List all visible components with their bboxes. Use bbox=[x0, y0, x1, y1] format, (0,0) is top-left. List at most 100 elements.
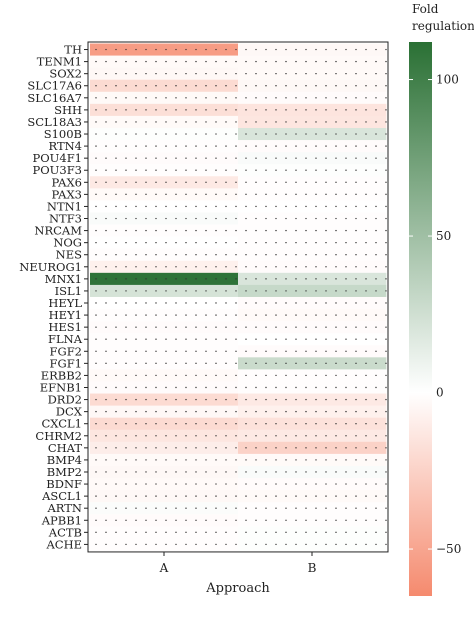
grid-dot bbox=[345, 483, 347, 485]
grid-dot bbox=[225, 410, 227, 413]
grid-dot bbox=[105, 410, 107, 413]
grid-dot bbox=[115, 205, 117, 208]
grid-dot bbox=[125, 60, 127, 63]
grid-dot bbox=[165, 278, 167, 280]
grid-dot bbox=[315, 459, 317, 461]
grid-dot bbox=[375, 217, 377, 220]
grid-dot bbox=[275, 519, 277, 521]
grid-dot bbox=[305, 290, 307, 292]
grid-dot bbox=[345, 410, 347, 413]
grid-dot bbox=[385, 121, 387, 123]
grid-dot bbox=[265, 48, 267, 51]
grid-dot bbox=[375, 97, 377, 99]
grid-dot bbox=[205, 205, 207, 208]
grid-dot bbox=[135, 241, 137, 244]
grid-dot bbox=[185, 290, 187, 292]
heatmap-cell bbox=[90, 514, 239, 527]
grid-dot bbox=[125, 471, 127, 473]
grid-dot bbox=[325, 85, 327, 87]
grid-dot bbox=[145, 483, 147, 485]
grid-dot bbox=[145, 410, 147, 413]
grid-dot bbox=[155, 290, 157, 292]
grid-dot bbox=[245, 483, 247, 485]
heatmap-cell bbox=[90, 140, 239, 153]
grid-dot bbox=[175, 483, 177, 485]
grid-dot bbox=[385, 72, 387, 75]
grid-dot bbox=[205, 447, 207, 449]
grid-dot bbox=[125, 266, 127, 268]
grid-dot bbox=[205, 145, 207, 147]
grid-dot bbox=[255, 350, 257, 352]
heatmap-cell bbox=[90, 43, 239, 56]
grid-dot bbox=[205, 362, 207, 365]
grid-dot bbox=[245, 217, 247, 220]
grid-dot bbox=[255, 314, 257, 316]
grid-dot bbox=[335, 278, 337, 280]
grid-dot bbox=[235, 48, 237, 51]
grid-dot bbox=[135, 169, 137, 171]
grid-dot bbox=[365, 374, 367, 377]
grid-dot bbox=[225, 398, 227, 401]
grid-dot bbox=[185, 495, 187, 497]
grid-dot bbox=[235, 338, 237, 340]
grid-dot bbox=[185, 326, 187, 328]
grid-dot bbox=[325, 519, 327, 521]
grid-dot bbox=[315, 72, 317, 75]
grid-dot bbox=[105, 495, 107, 497]
grid-dot bbox=[285, 290, 287, 292]
grid-dot bbox=[325, 290, 327, 292]
grid-dot bbox=[385, 157, 387, 159]
grid-dot bbox=[255, 338, 257, 340]
grid-dot bbox=[285, 97, 287, 99]
grid-dot bbox=[125, 205, 127, 208]
grid-dot bbox=[355, 410, 357, 413]
grid-dot bbox=[195, 169, 197, 171]
grid-dot bbox=[275, 543, 277, 546]
grid-dot bbox=[115, 72, 117, 75]
grid-dot bbox=[125, 254, 127, 256]
grid-dot bbox=[105, 217, 107, 220]
heatmap-cell bbox=[238, 345, 387, 358]
grid-dot bbox=[275, 495, 277, 497]
grid-dot bbox=[115, 229, 117, 232]
grid-dot bbox=[175, 145, 177, 147]
grid-dot bbox=[255, 290, 257, 292]
heatmap-cell bbox=[238, 224, 387, 238]
grid-dot bbox=[125, 302, 127, 304]
grid-dot bbox=[305, 133, 307, 135]
grid-dot bbox=[115, 157, 117, 159]
grid-dot bbox=[145, 205, 147, 208]
grid-dot bbox=[285, 435, 287, 437]
grid-dot bbox=[205, 254, 207, 256]
grid-dot bbox=[105, 241, 107, 244]
grid-dot bbox=[275, 350, 277, 352]
grid-dot bbox=[95, 495, 97, 497]
y-tick-label: RTN4 bbox=[48, 139, 82, 153]
grid-dot bbox=[165, 326, 167, 328]
grid-dot bbox=[105, 362, 107, 365]
grid-dot bbox=[385, 326, 387, 328]
grid-dot bbox=[315, 181, 317, 184]
grid-dot bbox=[185, 483, 187, 485]
grid-dot bbox=[315, 447, 317, 449]
grid-dot bbox=[165, 483, 167, 485]
grid-dot bbox=[255, 157, 257, 159]
grid-dot bbox=[185, 447, 187, 449]
grid-dot bbox=[125, 459, 127, 461]
grid-dot bbox=[255, 423, 257, 425]
grid-dot bbox=[215, 519, 217, 521]
grid-dot bbox=[275, 241, 277, 244]
grid-dot bbox=[375, 338, 377, 340]
grid-dot bbox=[175, 459, 177, 461]
grid-dot bbox=[235, 278, 237, 280]
heatmap-cell bbox=[238, 357, 387, 370]
grid-dot bbox=[355, 241, 357, 244]
grid-dot bbox=[205, 410, 207, 413]
grid-dot bbox=[115, 459, 117, 461]
grid-dot bbox=[305, 435, 307, 437]
grid-dot bbox=[285, 72, 287, 75]
grid-dot bbox=[195, 254, 197, 256]
grid-dot bbox=[165, 157, 167, 159]
grid-dot bbox=[235, 157, 237, 159]
grid-dot bbox=[235, 266, 237, 268]
